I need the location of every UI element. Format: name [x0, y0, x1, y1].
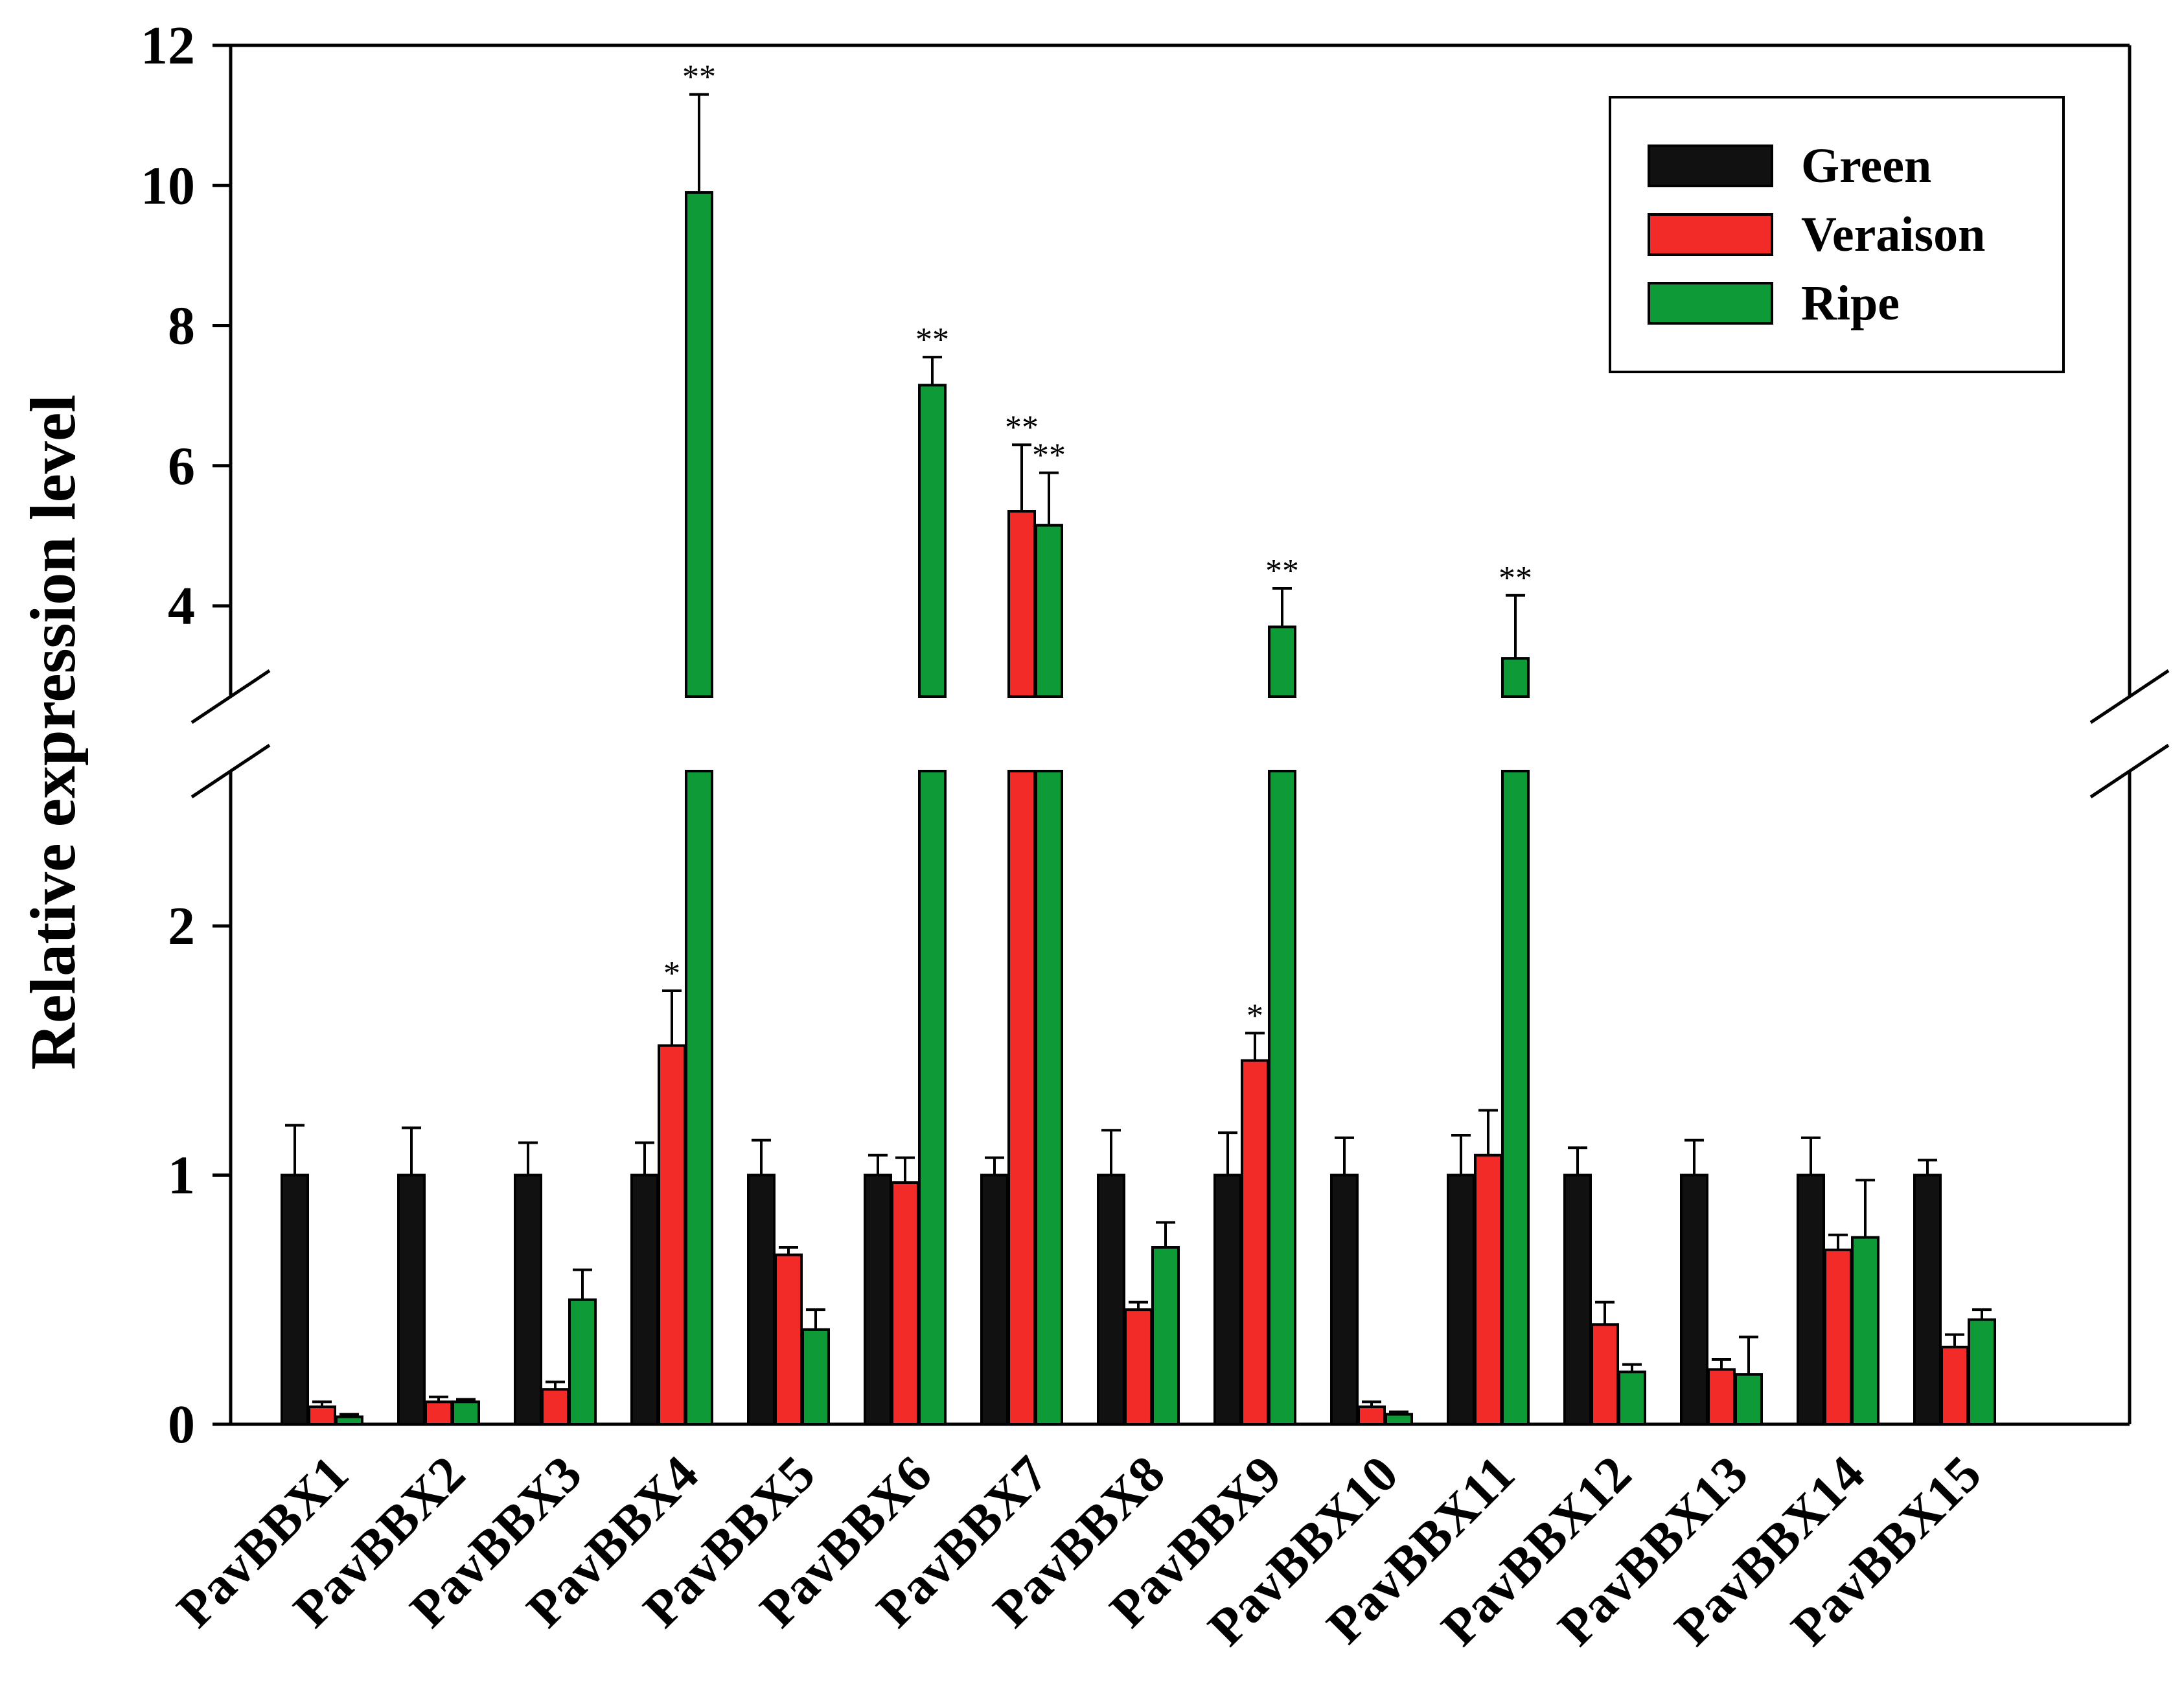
- bar: [1707, 1368, 1736, 1426]
- bar: [1680, 1173, 1708, 1426]
- significance-mark: **: [915, 321, 949, 358]
- bar: [1968, 1318, 1996, 1426]
- bar: [424, 1400, 453, 1426]
- bar: [1501, 770, 1530, 1426]
- bar: [1330, 1173, 1359, 1426]
- bar: [1940, 1345, 1969, 1426]
- bar: [1734, 1373, 1763, 1426]
- bar: [335, 1415, 363, 1426]
- bar: [1268, 770, 1296, 1426]
- legend-swatch: [1648, 282, 1773, 325]
- legend-swatch: [1648, 144, 1773, 187]
- bar: [452, 1400, 480, 1426]
- y-tick-label: 10: [141, 156, 195, 216]
- bar: [774, 1253, 803, 1426]
- legend: Green Veraison Ripe: [1609, 96, 2065, 373]
- y-tick-label: 0: [168, 1394, 195, 1455]
- legend-swatch: [1648, 213, 1773, 256]
- bar: [1385, 1413, 1413, 1426]
- bar: [1007, 510, 1036, 698]
- significance-mark: *: [663, 955, 680, 992]
- y-tick-label: 12: [141, 16, 195, 76]
- bar: [1151, 1246, 1180, 1426]
- bar: [630, 1173, 659, 1426]
- significance-mark: **: [1499, 560, 1532, 597]
- y-tick-label: 8: [168, 296, 195, 356]
- bar: [308, 1405, 336, 1426]
- y-tick-label: 4: [168, 576, 195, 636]
- bar: [514, 1173, 542, 1426]
- bar: [1591, 1323, 1619, 1426]
- axis-break-mark: [2089, 669, 2170, 724]
- significance-mark: **: [1005, 409, 1039, 446]
- bar: [1447, 1173, 1475, 1426]
- bar: [1913, 1173, 1942, 1426]
- bar: [1501, 657, 1530, 698]
- bar: [541, 1388, 569, 1426]
- bar: [1357, 1405, 1386, 1426]
- bar: [1851, 1236, 1879, 1426]
- bar: [864, 1173, 892, 1426]
- y-tick-label: 6: [168, 436, 195, 496]
- axis-break-mark: [190, 669, 271, 724]
- bar: [1618, 1370, 1646, 1426]
- bar: [1035, 770, 1063, 1426]
- bar: [658, 1044, 686, 1426]
- bar: [918, 384, 947, 698]
- significance-mark: *: [1247, 997, 1263, 1034]
- bar: [891, 1181, 919, 1426]
- bar: [1035, 524, 1063, 698]
- legend-label: Ripe: [1801, 276, 1900, 330]
- axis-break-mark: [190, 743, 271, 799]
- bar: [1563, 1173, 1592, 1426]
- y-axis-label: Relative expression level: [17, 395, 89, 1070]
- bar: [568, 1298, 597, 1426]
- bar: [1474, 1153, 1502, 1426]
- significance-mark: **: [1032, 437, 1066, 474]
- bar: [1797, 1173, 1825, 1426]
- bar: [1213, 1173, 1242, 1426]
- axis-break-mark: [2089, 743, 2170, 799]
- bar: [1124, 1308, 1153, 1426]
- legend-label: Veraison: [1801, 207, 1985, 262]
- bar: [747, 1173, 776, 1426]
- bar: [281, 1173, 309, 1426]
- bar: [801, 1328, 830, 1426]
- bar: [397, 1173, 426, 1426]
- bar: [1824, 1248, 1852, 1426]
- bar: [1268, 625, 1296, 698]
- bar: [980, 1173, 1009, 1426]
- bars: [281, 93, 1996, 1426]
- bar: [1007, 770, 1036, 1426]
- legend-label: Green: [1801, 139, 1931, 193]
- bar: [685, 770, 713, 1426]
- bar: [685, 191, 713, 698]
- significance-mark: **: [682, 59, 716, 96]
- y-tick-label: 2: [168, 896, 195, 956]
- y-tick-label: 1: [168, 1146, 195, 1206]
- significance-mark: **: [1265, 553, 1299, 590]
- bar: [918, 770, 947, 1426]
- bar: [1097, 1173, 1125, 1426]
- bar: [1241, 1059, 1269, 1426]
